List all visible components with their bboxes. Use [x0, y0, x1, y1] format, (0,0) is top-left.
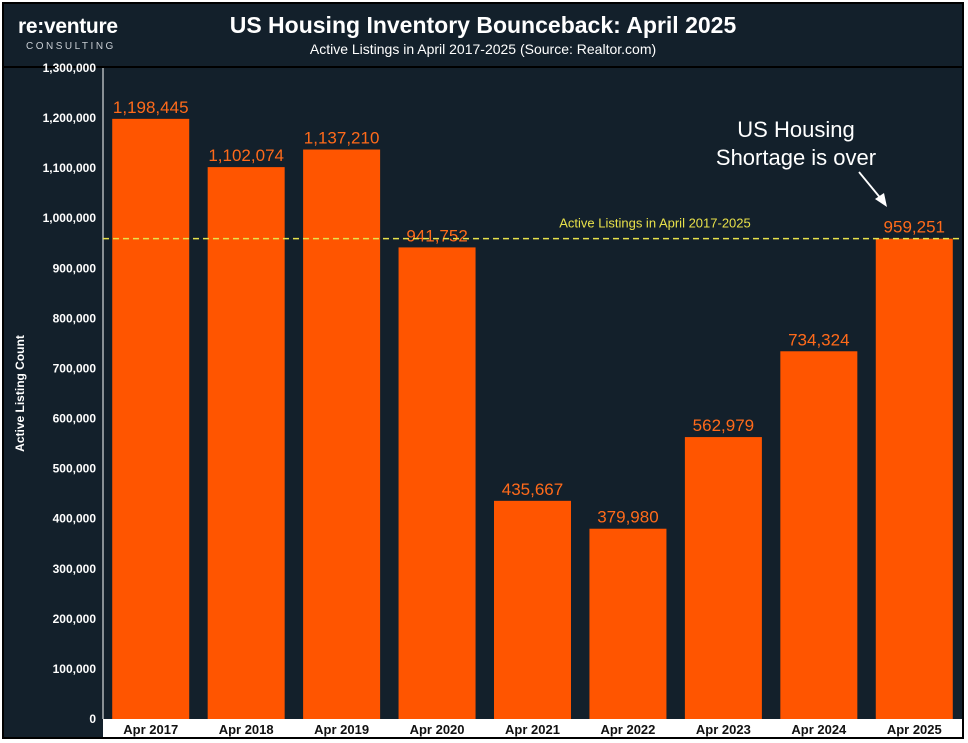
x-tick-label: Apr 2022	[600, 722, 655, 737]
bar-apr-2022	[589, 528, 667, 719]
reference-line-label: Active Listings in April 2017-2025	[559, 216, 751, 231]
x-tick-label: Apr 2017	[123, 722, 178, 737]
y-tick-label: 1,300,000	[43, 61, 97, 75]
bar-apr-2025	[875, 238, 953, 720]
bar-apr-2017	[112, 118, 190, 720]
y-tick-label: 800,000	[53, 311, 97, 325]
data-label: 734,324	[788, 330, 849, 349]
bar-apr-2020	[398, 247, 476, 719]
y-tick-label: 1,200,000	[43, 111, 97, 125]
x-tick-label: Apr 2023	[696, 722, 751, 737]
x-axis-band	[103, 719, 962, 737]
bar-apr-2021	[494, 500, 571, 719]
x-tick-label: Apr 2018	[219, 722, 274, 737]
data-label: 562,979	[693, 416, 754, 435]
bar-apr-2019	[303, 149, 381, 720]
y-tick-label: 1,100,000	[43, 161, 97, 175]
x-tick-label: Apr 2020	[410, 722, 465, 737]
y-tick-label: 600,000	[53, 412, 97, 426]
logo-wordmark: re:venture	[18, 15, 118, 38]
annotation-line-1: US Housing	[737, 117, 854, 142]
y-tick-label: 400,000	[53, 512, 97, 526]
x-tick-label: Apr 2025	[887, 722, 942, 737]
annotation-line-2: Shortage is over	[716, 145, 876, 170]
chart-title: US Housing Inventory Bounceback: April 2…	[229, 12, 737, 38]
y-tick-label: 700,000	[53, 361, 97, 375]
data-label: 1,102,074	[208, 146, 284, 165]
y-tick-label: 100,000	[53, 662, 97, 676]
x-tick-label: Apr 2021	[505, 722, 560, 737]
data-label: 1,137,210	[304, 129, 380, 148]
y-tick-label: 900,000	[53, 261, 97, 275]
data-label: 1,198,445	[113, 98, 189, 117]
y-tick-label: 300,000	[53, 562, 97, 576]
y-tick-label: 0	[89, 712, 96, 726]
data-label: 435,667	[502, 480, 563, 499]
data-label: 959,251	[884, 218, 945, 237]
chart-header: re:venture CONSULTING US Housing Invento…	[4, 4, 962, 68]
x-tick-label: Apr 2019	[314, 722, 369, 737]
x-tick-label: Apr 2024	[791, 722, 847, 737]
annotation-arrow-shaft	[858, 171, 883, 201]
chart-subtitle: Active Listings in April 2017-2025 (Sour…	[309, 41, 657, 57]
y-tick-label: 200,000	[53, 612, 97, 626]
logo-subtitle: CONSULTING	[26, 41, 116, 52]
data-label: 941,752	[406, 226, 467, 245]
data-label: 379,980	[597, 508, 658, 527]
annotation-arrow-head	[875, 193, 887, 207]
y-tick-label: 500,000	[53, 462, 97, 476]
y-tick-label: 1,000,000	[43, 211, 97, 225]
bar-apr-2023	[684, 437, 762, 719]
y-axis-title: Active Listing Count	[13, 335, 27, 452]
bar-apr-2024	[780, 351, 858, 719]
bar-apr-2018	[207, 167, 285, 720]
